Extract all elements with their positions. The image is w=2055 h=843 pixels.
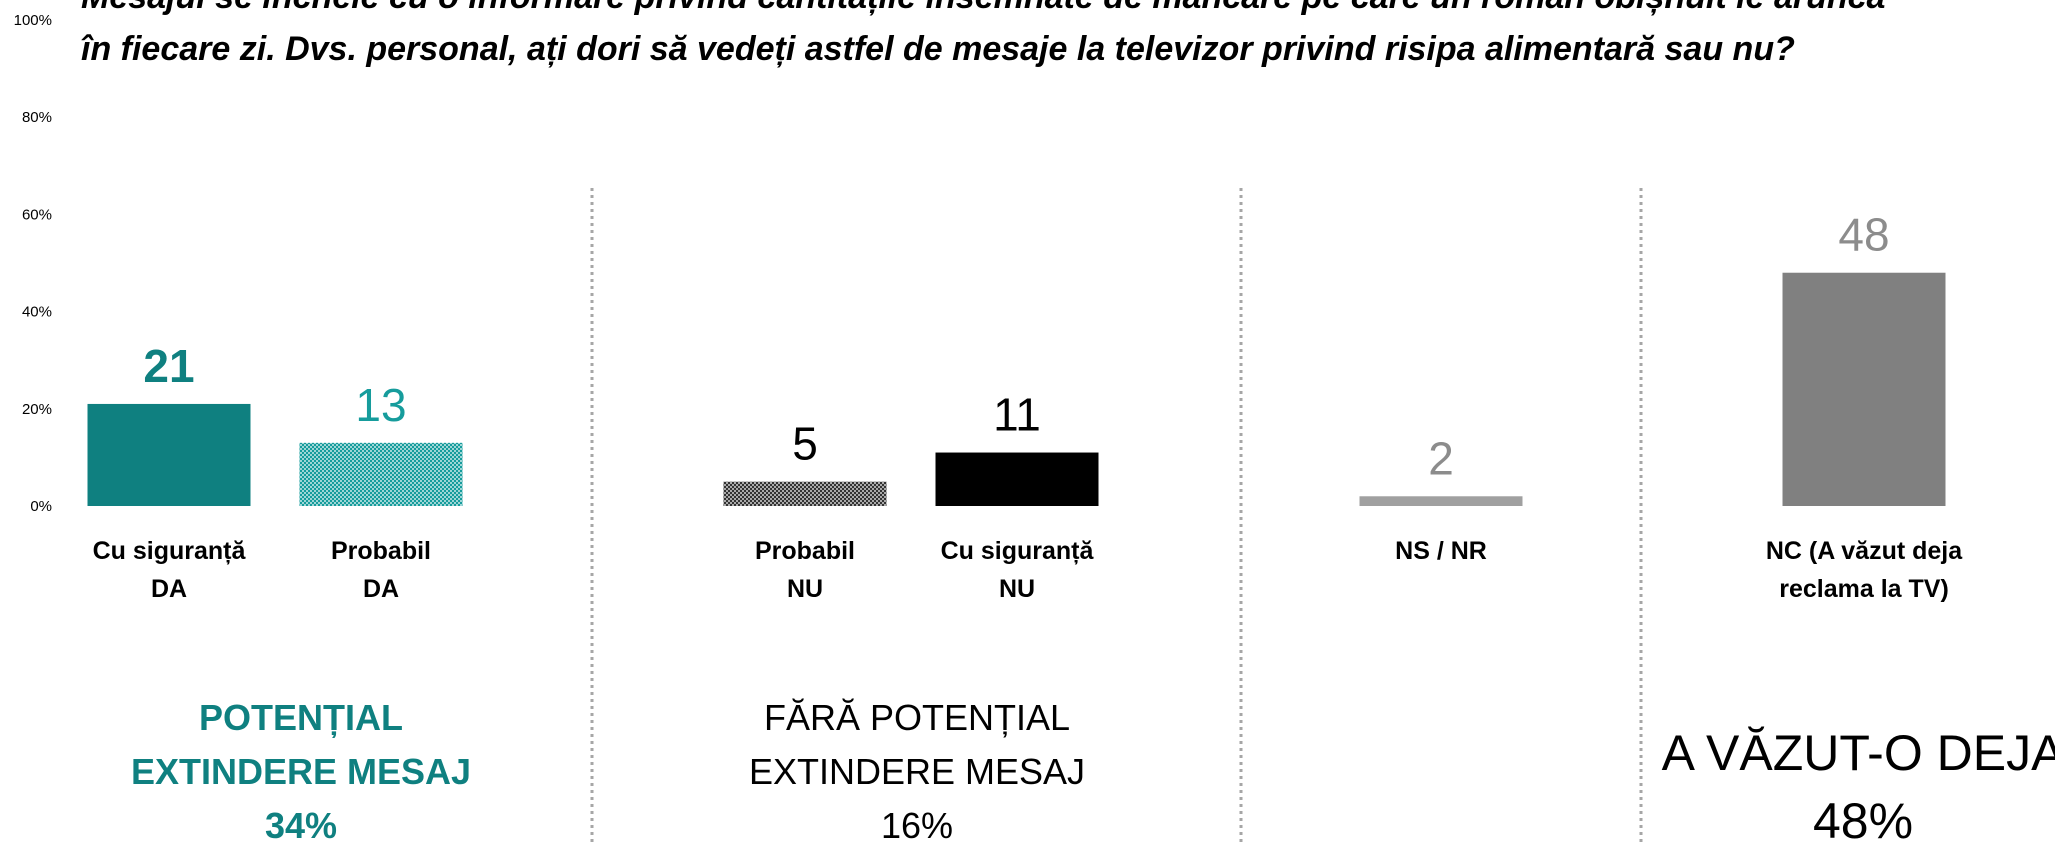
value-label: 11 (993, 389, 1041, 441)
bar (935, 452, 1099, 506)
y-tick-label: 100% (14, 12, 52, 29)
category-label: NS / NR (1395, 537, 1487, 565)
value-label: 21 (143, 340, 194, 392)
category-label: Cu siguranță (93, 537, 247, 565)
group-label: FĂRĂ POTENȚIAL (764, 697, 1070, 738)
group-label: EXTINDERE MESAJ (131, 751, 471, 792)
group-label: 16% (881, 805, 953, 843)
title-line: Mesajul se încheie cu o informare privin… (81, 0, 1886, 16)
category-label: NU (999, 575, 1035, 603)
bar (723, 481, 887, 506)
title-line: în fiecare zi. Dvs. personal, ați dori s… (81, 30, 1795, 68)
bar (1359, 496, 1523, 506)
value-label: 5 (792, 418, 818, 470)
y-tick-label: 20% (22, 401, 52, 418)
y-tick-label: 40% (22, 304, 52, 321)
category-label: DA (363, 575, 399, 603)
value-label: 48 (1838, 209, 1889, 261)
group-label: EXTINDERE MESAJ (749, 751, 1085, 792)
y-tick-label: 0% (30, 498, 52, 515)
category-label: reclama la TV) (1779, 575, 1949, 603)
value-label: 2 (1428, 432, 1454, 484)
bar (299, 442, 463, 506)
category-label: Cu siguranță (941, 537, 1095, 565)
y-tick-label: 80% (22, 109, 52, 126)
bar (87, 403, 251, 506)
category-label: NU (787, 575, 823, 603)
group-label: POTENȚIAL (199, 697, 403, 738)
category-label: DA (151, 575, 187, 603)
bar (1782, 272, 1946, 506)
group-label: 34% (265, 805, 337, 843)
y-tick-label: 60% (22, 206, 52, 223)
category-label: Probabil (755, 537, 855, 565)
group-label: A VĂZUT-O DEJA (1662, 725, 2055, 781)
category-label: Probabil (331, 537, 431, 565)
group-label: 48% (1813, 793, 1913, 843)
category-label: NC (A văzut deja (1766, 537, 1963, 565)
value-label: 13 (355, 379, 406, 431)
